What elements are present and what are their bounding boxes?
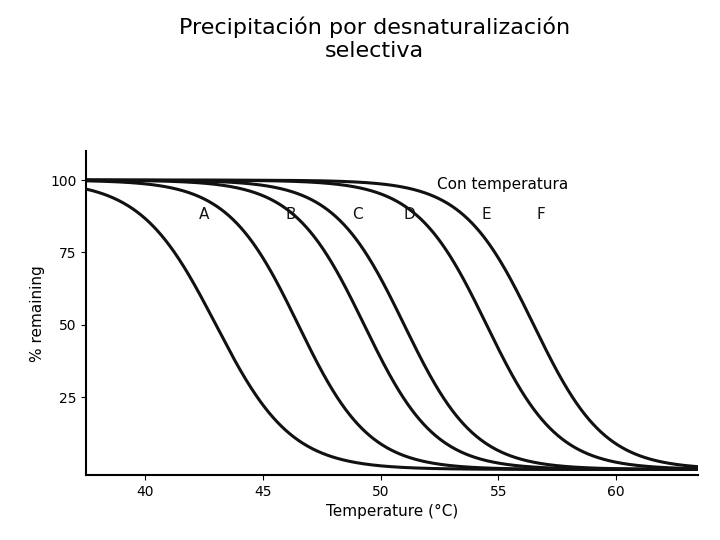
Text: Precipitación por desnaturalización
selectiva: Precipitación por desnaturalización sele…: [179, 16, 570, 61]
Text: B: B: [286, 207, 297, 222]
Text: D: D: [403, 207, 415, 222]
Text: A: A: [199, 207, 210, 222]
Text: F: F: [536, 207, 545, 222]
Text: C: C: [352, 207, 362, 222]
X-axis label: Temperature (°C): Temperature (°C): [326, 504, 459, 519]
Text: E: E: [482, 207, 491, 222]
Y-axis label: % remaining: % remaining: [30, 265, 45, 362]
Text: Con temperatura: Con temperatura: [437, 177, 568, 192]
